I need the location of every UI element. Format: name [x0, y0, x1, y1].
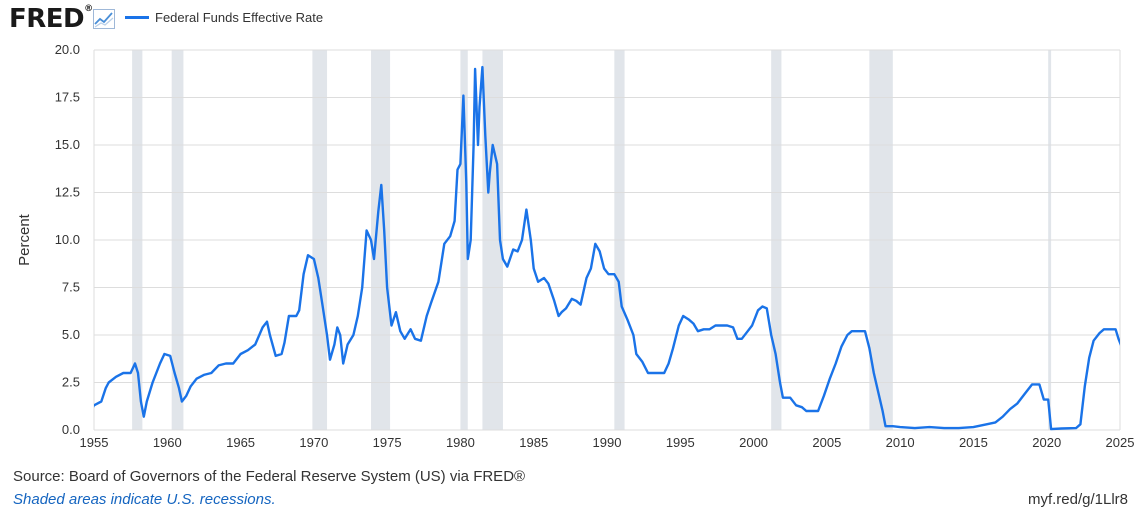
axes — [93, 50, 1121, 430]
fred-logo-registered: ® — [84, 4, 93, 14]
y-tick-label: 5.0 — [62, 327, 80, 342]
chart-header: FRED® Federal Funds Effective Rate — [0, 0, 1140, 40]
x-tick-label: 1975 — [373, 435, 402, 450]
y-tick-label: 7.5 — [62, 280, 80, 295]
y-tick-label: 12.5 — [55, 185, 80, 200]
fred-logo-text: FRED — [9, 4, 85, 34]
x-tick-label: 1960 — [153, 435, 182, 450]
chart-legend: Federal Funds Effective Rate — [125, 10, 323, 25]
series-lines — [94, 65, 1120, 431]
x-tick-label: 1980 — [446, 435, 475, 450]
y-tick-label: 10.0 — [55, 232, 80, 247]
x-tick-label: 1955 — [80, 435, 109, 450]
line-chart-icon — [93, 9, 115, 29]
y-axis-title: Percent — [16, 213, 33, 266]
legend-series-label: Federal Funds Effective Rate — [155, 10, 324, 25]
y-tick-label: 17.5 — [55, 90, 80, 105]
x-tick-label: 1995 — [666, 435, 695, 450]
y-tick-label: 0.0 — [62, 422, 80, 437]
y-tick-label: 15.0 — [55, 137, 80, 152]
legend-swatch — [125, 16, 149, 19]
recession-shading-note: Shaded areas indicate U.S. recessions. — [13, 491, 276, 508]
x-tick-label: 2020 — [1032, 435, 1061, 450]
y-tick-label: 2.5 — [62, 375, 80, 390]
fred-logo[interactable]: FRED® — [9, 4, 93, 34]
series-line-fed-funds — [94, 65, 1120, 431]
x-tick-label: 1970 — [299, 435, 328, 450]
x-tick-label: 2000 — [739, 435, 768, 450]
x-tick-label: 1990 — [593, 435, 622, 450]
x-tick-label: 1985 — [519, 435, 548, 450]
x-tick-label: 2015 — [959, 435, 988, 450]
x-tick-label: 2010 — [886, 435, 915, 450]
x-tick-label: 2025 — [1106, 435, 1135, 450]
tick-labels: 0.0 2.5 5.0 7.5 10.0 12.5 15.0 17.5 20.0 1955 1960… — [16, 42, 1134, 450]
y-tick-label: 20.0 — [55, 42, 80, 57]
x-tick-label: 1965 — [226, 435, 255, 450]
short-url-link[interactable]: myf.red/g/1Llr8 — [1027, 491, 1128, 508]
source-note: Source: Board of Governors of the Federa… — [13, 468, 526, 485]
grid-lines — [94, 49, 1120, 431]
x-tick-label: 2005 — [812, 435, 841, 450]
